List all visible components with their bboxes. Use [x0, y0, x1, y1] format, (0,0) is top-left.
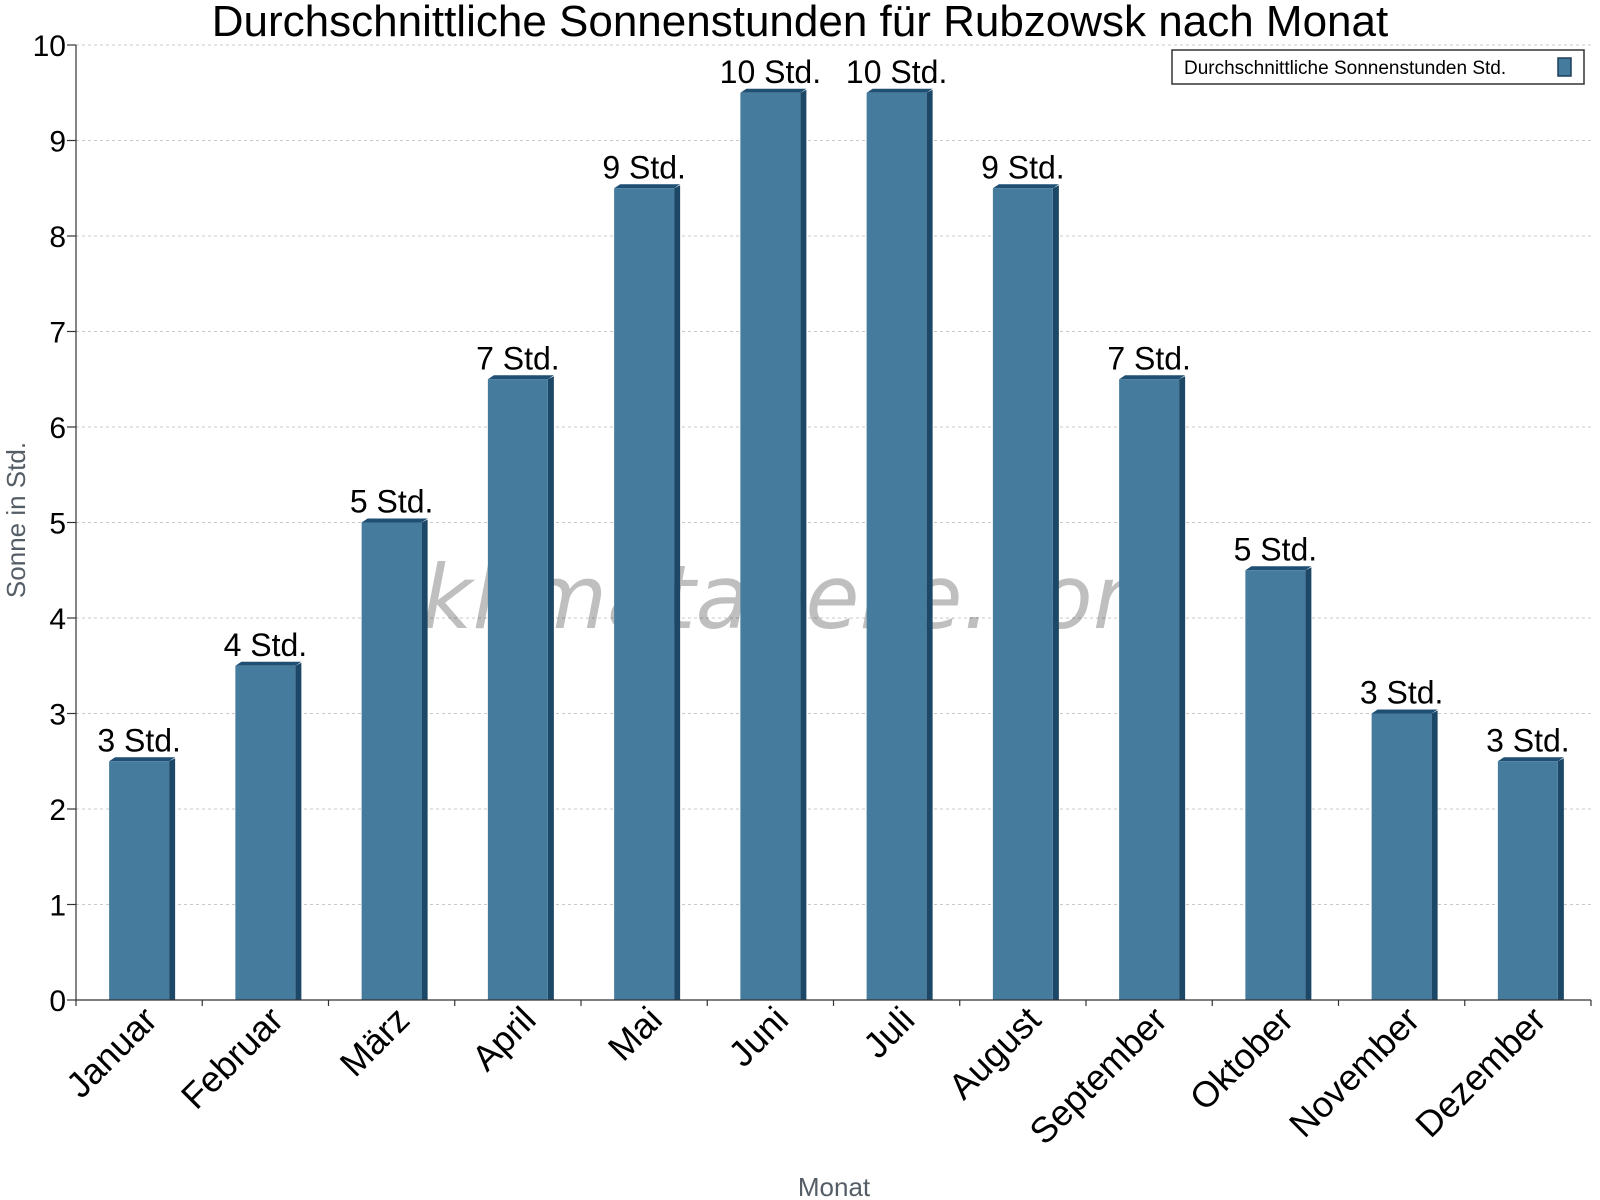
- bar: [361, 518, 428, 1000]
- bar-top: [1371, 709, 1438, 714]
- bar: [740, 88, 807, 1000]
- bar-face: [614, 188, 675, 1000]
- bar-face: [866, 92, 927, 1000]
- y-tick-label: 6: [49, 412, 66, 445]
- legend-label: Durchschnittliche Sonnenstunden Std.: [1184, 58, 1506, 79]
- x-tick-label: Februar: [173, 999, 291, 1117]
- bar: [109, 757, 176, 1000]
- bar-side: [800, 89, 807, 1000]
- bar-face: [1497, 761, 1558, 1000]
- x-tick-label: April: [464, 999, 544, 1079]
- bar-side: [1305, 567, 1312, 1000]
- bar: [487, 375, 554, 1000]
- bar-side: [295, 662, 302, 1000]
- data-label: 7 Std.: [476, 340, 560, 376]
- bar: [235, 661, 302, 1000]
- data-label: 3 Std.: [1360, 675, 1444, 711]
- x-tick-label: August: [940, 999, 1048, 1107]
- bar: [866, 88, 933, 1000]
- bar-face: [1119, 379, 1180, 1000]
- bar-side: [1431, 710, 1438, 1000]
- bar-face: [1371, 713, 1432, 1000]
- bar: [1245, 566, 1312, 1000]
- y-tick-label: 4: [49, 603, 66, 636]
- y-tick-label: 5: [49, 508, 66, 541]
- y-tick-label: 0: [49, 985, 66, 1018]
- x-tick-label: Mai: [600, 999, 670, 1069]
- y-tick-label: 1: [49, 890, 66, 923]
- y-tick-label: 7: [49, 317, 66, 350]
- bar-top: [1497, 757, 1564, 762]
- y-tick-label: 8: [49, 221, 66, 254]
- bar-top: [866, 88, 933, 93]
- bar-face: [740, 92, 801, 1000]
- bar-side: [926, 89, 933, 1000]
- bars: [109, 88, 1564, 1000]
- bar-side: [547, 376, 554, 1000]
- y-tick-label: 3: [49, 699, 66, 732]
- x-tick-label: Juli: [855, 999, 922, 1066]
- bar-side: [674, 185, 681, 1000]
- bar-face: [361, 522, 422, 1000]
- x-tick-label: November: [1281, 999, 1427, 1145]
- x-tick-label: Januar: [58, 999, 165, 1106]
- bar-top: [235, 661, 302, 666]
- bar-side: [1557, 758, 1564, 1000]
- bar-face: [235, 665, 296, 1000]
- y-tick-label: 2: [49, 794, 66, 827]
- legend: Durchschnittliche Sonnenstunden Std.: [1171, 49, 1585, 85]
- bar-face: [487, 379, 548, 1000]
- legend-box: [1171, 49, 1585, 85]
- legend-swatch: [1557, 57, 1572, 77]
- data-label: 5 Std.: [350, 484, 434, 520]
- bar-top: [109, 757, 176, 762]
- data-label: 3 Std.: [1486, 722, 1570, 758]
- y-tick-label: 10: [33, 30, 66, 63]
- x-tick-labels: Januar Februar März April Mai Juni Juli AugustS…: [58, 999, 1554, 1153]
- bar-top: [487, 375, 554, 380]
- x-tick-label: März: [332, 999, 418, 1085]
- data-label: 9 Std.: [602, 149, 686, 185]
- data-labels: 3 Std. 4 Std. 5 Std. 7 Std. 9 Std. 10 Std. 10 …: [97, 54, 1569, 759]
- chart-title: Durchschnittliche Sonnenstunden für Rubz…: [212, 0, 1388, 46]
- y-axis-label: Sonne in Std.: [1, 442, 31, 598]
- bar-top: [992, 184, 1059, 189]
- x-tick-label: Juni: [720, 999, 796, 1075]
- bar-top: [1245, 566, 1312, 571]
- bar-face: [109, 761, 170, 1000]
- data-label: 3 Std.: [97, 722, 181, 758]
- bar: [1497, 757, 1564, 1000]
- data-label: 9 Std.: [981, 149, 1065, 185]
- data-label: 10 Std.: [846, 54, 947, 90]
- bar-side: [1052, 185, 1059, 1000]
- y-tick-label: 9: [49, 126, 66, 159]
- axes: [67, 44, 1592, 1006]
- bar-side: [169, 758, 176, 1000]
- bar-top: [740, 88, 807, 93]
- bar-top: [1119, 375, 1186, 380]
- bar: [992, 184, 1059, 1000]
- x-tick-label: September: [1021, 999, 1175, 1153]
- bar-face: [992, 188, 1053, 1000]
- bar-top: [614, 184, 681, 189]
- bar-face: [1245, 570, 1306, 1000]
- data-label: 10 Std.: [720, 54, 821, 90]
- y-tick-labels: 0 1 2 3 4 5 6 7 8 9 10: [33, 30, 66, 1018]
- data-label: 4 Std.: [224, 627, 308, 663]
- bar: [614, 184, 681, 1000]
- data-label: 7 Std.: [1107, 340, 1191, 376]
- bar: [1119, 375, 1186, 1000]
- x-axis-label: Monat: [798, 1172, 871, 1200]
- data-label: 5 Std.: [1234, 531, 1318, 567]
- bar-side: [421, 519, 428, 1000]
- bar: [1371, 709, 1438, 1000]
- x-tick-label: Oktober: [1181, 999, 1301, 1119]
- bar-side: [1179, 376, 1186, 1000]
- bar-top: [361, 518, 428, 523]
- x-tick-label: Dezember: [1407, 999, 1553, 1145]
- gridlines: [76, 44, 1591, 905]
